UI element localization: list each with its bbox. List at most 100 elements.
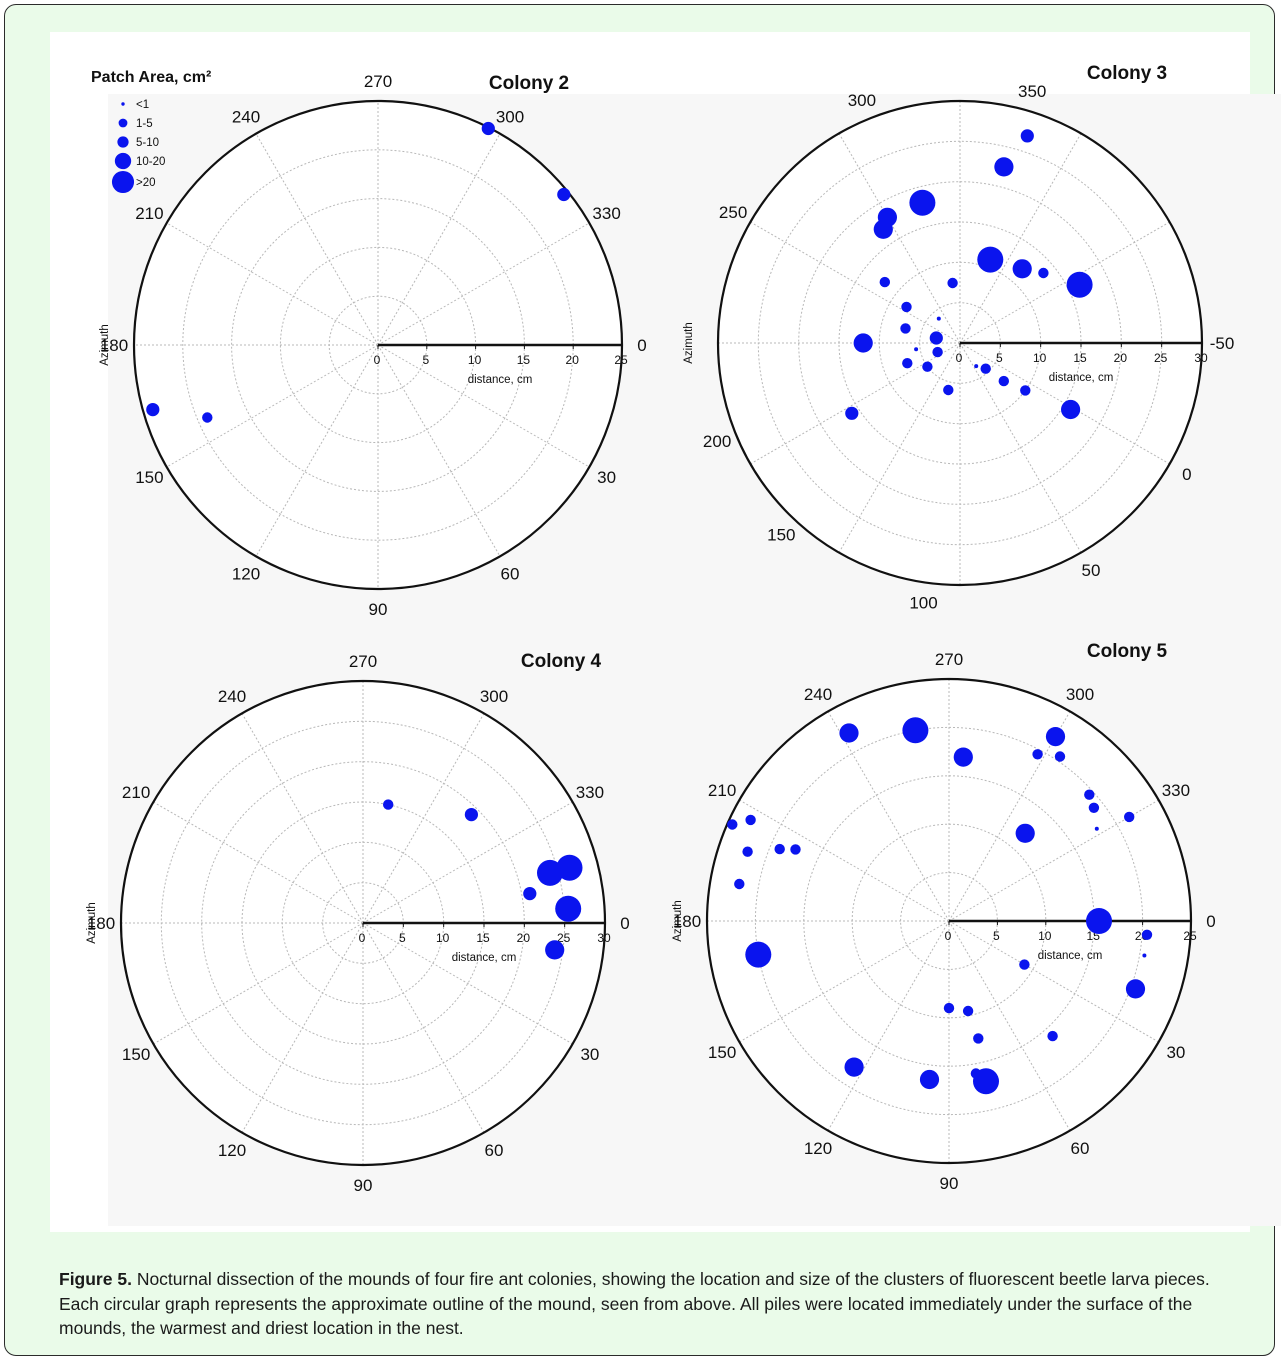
radial-axis-label: distance, cm (1038, 950, 1103, 962)
angle-label: 0 (637, 336, 646, 355)
radial-tick-label: 5 (993, 929, 1000, 943)
data-point (994, 157, 1014, 177)
angle-label: 30 (597, 468, 616, 487)
data-point (877, 207, 898, 227)
angle-label: 180 (87, 914, 115, 933)
data-point (1019, 959, 1030, 970)
data-point (557, 187, 571, 202)
data-point (464, 808, 478, 822)
data-point (202, 412, 213, 423)
data-point (742, 846, 753, 857)
figure-caption: Figure 5. Nocturnal dissection of the mo… (59, 1267, 1249, 1341)
data-point (556, 854, 583, 881)
angle-label: 150 (122, 1045, 150, 1064)
angle-label: 330 (1162, 781, 1190, 800)
data-point (146, 403, 160, 417)
angle-label: 0 (1206, 912, 1215, 931)
radial-tick-label: 15 (476, 931, 490, 945)
data-point (1084, 789, 1095, 800)
data-point (977, 246, 1004, 273)
data-point (879, 276, 890, 288)
angle-label: 50 (1082, 561, 1101, 580)
grid-spoke (166, 344, 379, 468)
grid-spoke (739, 799, 950, 922)
data-point (1047, 1030, 1058, 1042)
legend-marker (118, 118, 128, 128)
grid-spoke (362, 713, 485, 924)
data-point (1066, 271, 1093, 298)
data-point (980, 363, 991, 374)
legend-entry: <1 (136, 99, 149, 111)
data-point (545, 940, 565, 960)
data-point (537, 859, 563, 886)
grid-spoke (948, 799, 1159, 922)
legend-entry: 10-20 (136, 156, 165, 168)
radial-tick-label: 10 (1038, 929, 1052, 943)
data-point (555, 895, 582, 922)
legend-entry: >20 (136, 177, 156, 189)
data-point (929, 331, 943, 345)
legend-marker (114, 152, 132, 170)
angle-label: 120 (804, 1139, 832, 1158)
angle-label: 60 (501, 565, 520, 584)
azimuth-axis-label: Azimuth (99, 324, 111, 366)
radial-tick-label: 10 (1033, 351, 1047, 365)
data-point (998, 375, 1009, 387)
radial-tick-label: 25 (557, 931, 571, 945)
data-point (947, 277, 958, 289)
data-point (900, 323, 911, 334)
data-point (844, 1057, 864, 1077)
radial-tick-label: 25 (1183, 929, 1197, 943)
radial-tick-label: 5 (996, 351, 1003, 365)
grid-spoke (750, 221, 961, 344)
data-point (901, 301, 912, 313)
angle-label: 250 (719, 203, 747, 222)
data-point (943, 384, 954, 396)
grid-spoke (241, 713, 364, 924)
polar-chart-1: 0 5 10 15 20 25 distance, cm Azimuth 270 300 330 0 3… (91, 69, 647, 619)
angle-label: 60 (1071, 1139, 1090, 1158)
radial-tick-label: 5 (399, 931, 406, 945)
angle-label: 240 (218, 687, 246, 706)
data-point (839, 723, 859, 743)
azimuth-axis-label: Azimuth (86, 902, 98, 944)
legend-entry: 1-5 (136, 118, 153, 130)
caption-text: Nocturnal dissection of the mounds of fo… (59, 1269, 1210, 1338)
data-point (774, 843, 785, 855)
radial-tick-label: 15 (1073, 351, 1087, 365)
radial-tick-label: 10 (468, 353, 482, 367)
angle-label: 60 (485, 1141, 504, 1160)
grid-spoke (959, 133, 1082, 344)
radial-tick-label: 30 (1194, 351, 1208, 365)
data-point (523, 887, 537, 901)
grid-spoke (166, 222, 379, 346)
angle-label: 0 (620, 914, 629, 933)
grid-spoke (377, 344, 501, 557)
data-point (973, 1033, 984, 1044)
angle-label: 240 (804, 685, 832, 704)
chart-title: Colony 5 (1087, 641, 1168, 662)
angle-label: 330 (592, 204, 620, 223)
data-point (902, 717, 929, 744)
data-point (745, 814, 756, 826)
radial-axis-label: distance, cm (468, 374, 533, 386)
data-point (1086, 908, 1112, 934)
data-point (383, 799, 394, 810)
data-point (845, 406, 859, 420)
data-point (922, 361, 933, 372)
grid-spoke (153, 922, 364, 1045)
angle-label: 0 (1182, 465, 1191, 484)
radial-tick-label: 15 (517, 353, 531, 367)
grid-spoke (827, 920, 950, 1131)
legend-title: Patch Area, cm² (91, 69, 211, 86)
data-point (1061, 399, 1081, 420)
grid-spoke (255, 344, 379, 557)
grid-spoke (827, 711, 950, 922)
grid-spoke (838, 133, 961, 344)
data-point (790, 844, 801, 855)
radial-axis-label: distance, cm (1049, 372, 1114, 384)
data-point (1020, 385, 1031, 396)
angle-label: 210 (135, 204, 163, 223)
grid-spoke (362, 922, 573, 1045)
